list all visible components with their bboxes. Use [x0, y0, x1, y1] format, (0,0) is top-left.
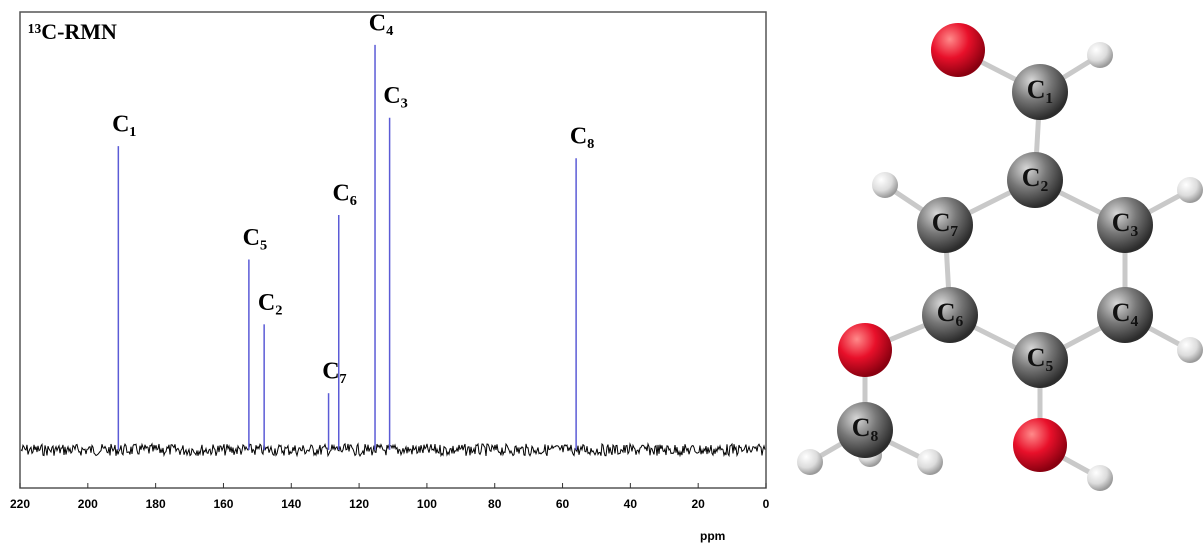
peak-label: C₄: [369, 10, 394, 36]
atom-label: C₁: [1027, 75, 1054, 104]
oxygen: [838, 323, 892, 377]
x-axis-label: ppm: [700, 529, 725, 543]
peak-label: C₁: [112, 112, 137, 138]
hydrogen: [1087, 465, 1113, 491]
atom-label: C₈: [852, 413, 879, 442]
x-tick-label: 200: [78, 497, 98, 511]
peak-label: C₈: [570, 124, 595, 150]
hydrogen: [1087, 42, 1113, 68]
x-tick-label: 60: [556, 497, 570, 511]
x-tick-label: 140: [281, 497, 301, 511]
x-tick-label: 100: [417, 497, 437, 511]
atom-label: C₃: [1112, 208, 1139, 237]
x-tick-label: 40: [624, 497, 638, 511]
peak-label: C₅: [243, 225, 268, 251]
molecule: C₁ C₂ C₃ C₄ C₅ C₆ C₇ C₈: [797, 23, 1203, 491]
oxygen: [931, 23, 985, 77]
x-tick-label: 20: [692, 497, 706, 511]
x-tick-label: 120: [349, 497, 369, 511]
x-tick-label: 220: [10, 497, 30, 511]
atom-label: C₂: [1022, 163, 1049, 192]
peak-label: C₇: [322, 359, 347, 385]
x-tick-label: 0: [763, 497, 770, 511]
figure: ¹³C-RMN ppm 2202001801601401201008060402…: [0, 0, 1204, 547]
hydrogen: [1177, 177, 1203, 203]
hydrogen: [917, 449, 943, 475]
x-tick-label: 160: [213, 497, 233, 511]
baseline-noise: [21, 444, 765, 456]
hydrogen: [1177, 337, 1203, 363]
hydrogen: [872, 172, 898, 198]
atom-label: C₆: [937, 298, 964, 327]
peak-label: C₂: [258, 290, 283, 316]
atom-label: C₇: [932, 208, 959, 237]
x-tick-label: 180: [146, 497, 166, 511]
peak-label: C₃: [383, 83, 408, 109]
atom-label: C₅: [1027, 343, 1054, 372]
x-tick-label: 80: [488, 497, 502, 511]
peak-label: C₆: [332, 180, 357, 206]
atom-label: C₄: [1112, 298, 1139, 327]
oxygen: [1013, 418, 1067, 472]
chart-title: ¹³C-RMN: [28, 19, 117, 44]
hydrogen: [797, 449, 823, 475]
